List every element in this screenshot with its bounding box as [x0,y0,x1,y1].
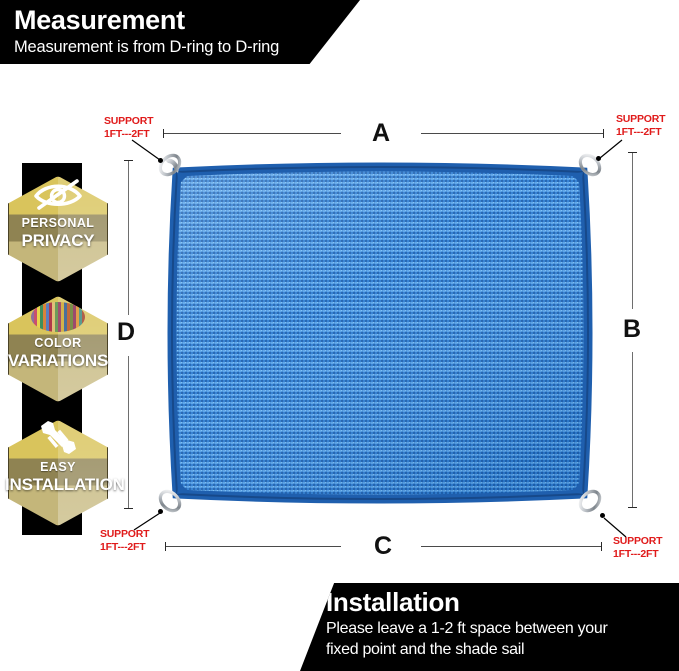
badge-label-top: EASY [40,460,76,474]
measurement-subtitle: Measurement is from D-ring to D-ring [14,38,280,56]
dimension-tick-d-top [124,160,133,161]
badge-label-bottom: PRIVACY [21,231,95,250]
shade-sail-image [158,153,602,513]
d-ring-bottom-right [571,482,602,513]
support-line1: SUPPORT [613,535,663,547]
dimension-line-a-left [163,133,341,134]
eye-crossed-icon [8,168,108,220]
badge-personal-privacy: PERSONAL PRIVACY [8,168,108,286]
dimension-label-b: B [623,315,642,343]
dimension-line-b-top [632,152,633,309]
badge-label-top: COLOR [34,336,82,350]
dimension-line-c-left [165,546,341,547]
shade-sail-diagram [155,150,605,516]
support-callout-bottom-left: SUPPORT 1FT---2FT [100,528,150,553]
installation-title: Installation [326,587,460,617]
support-leader-top-left [131,139,161,161]
support-line1: SUPPORT [616,113,666,125]
dimension-tick-b-bottom [628,507,637,508]
dimension-label-d: D [117,318,136,346]
color-stripes-icon [8,288,108,340]
installation-banner: Installation Please leave a 1-2 ft space… [300,583,679,671]
d-ring-bottom-left [158,482,189,513]
d-ring-top-left [158,153,189,184]
support-dot-top-left [158,158,163,163]
support-callout-top-right: SUPPORT 1FT---2FT [616,113,666,138]
badge-label-top: PERSONAL [21,216,95,230]
stripe-oval [31,302,85,332]
measurement-title: Measurement [14,5,185,35]
dimension-label-c: C [374,532,393,560]
dimension-tick-a-right [603,129,604,138]
dimension-line-c-right [421,546,601,547]
dimension-line-d-bottom [128,356,129,508]
support-line1: SUPPORT [104,115,154,127]
support-dot-bottom-left [158,509,163,514]
support-dot-top-right [596,156,601,161]
badge-easy-installation: EASY INSTALLATION [5,412,125,530]
dimension-tick-c-right [601,542,602,551]
support-leader-bottom-left [133,512,161,531]
badge-label-bottom: INSTALLATION [5,475,125,494]
d-ring-top-right [571,153,602,184]
measurement-banner: Measurement Measurement is from D-ring t… [0,0,360,64]
support-leader-bottom-right [603,517,627,538]
dimension-tick-a-left [163,129,164,138]
dimension-tick-b-top [628,152,637,153]
support-line2: 1FT---2FT [100,540,146,553]
badge-color-variations: COLOR VARIATIONS [8,288,108,406]
installation-subtitle-line1: Please leave a 1-2 ft space between your [326,620,608,637]
support-dot-bottom-right [600,513,605,518]
wrench-tools-icon [8,412,108,464]
support-leader-top-right [599,139,623,159]
dimension-line-b-bottom [632,352,633,507]
badge-label-bottom: VARIATIONS [7,351,109,370]
installation-subtitle-line2: fixed point and the shade sail [326,641,525,658]
support-line2: 1FT---2FT [616,125,662,138]
support-line2: 1FT---2FT [613,547,659,560]
dimension-label-a: A [372,119,391,147]
dimension-tick-c-left [165,542,166,551]
support-line2: 1FT---2FT [104,127,150,140]
support-line1: SUPPORT [100,528,150,540]
support-callout-top-left: SUPPORT 1FT---2FT [104,115,154,140]
support-callout-bottom-right: SUPPORT 1FT---2FT [613,535,663,560]
dimension-line-a-right [421,133,603,134]
sail-body [167,162,593,504]
dimension-line-d-top [128,160,129,315]
dimension-tick-d-bottom [124,508,133,509]
